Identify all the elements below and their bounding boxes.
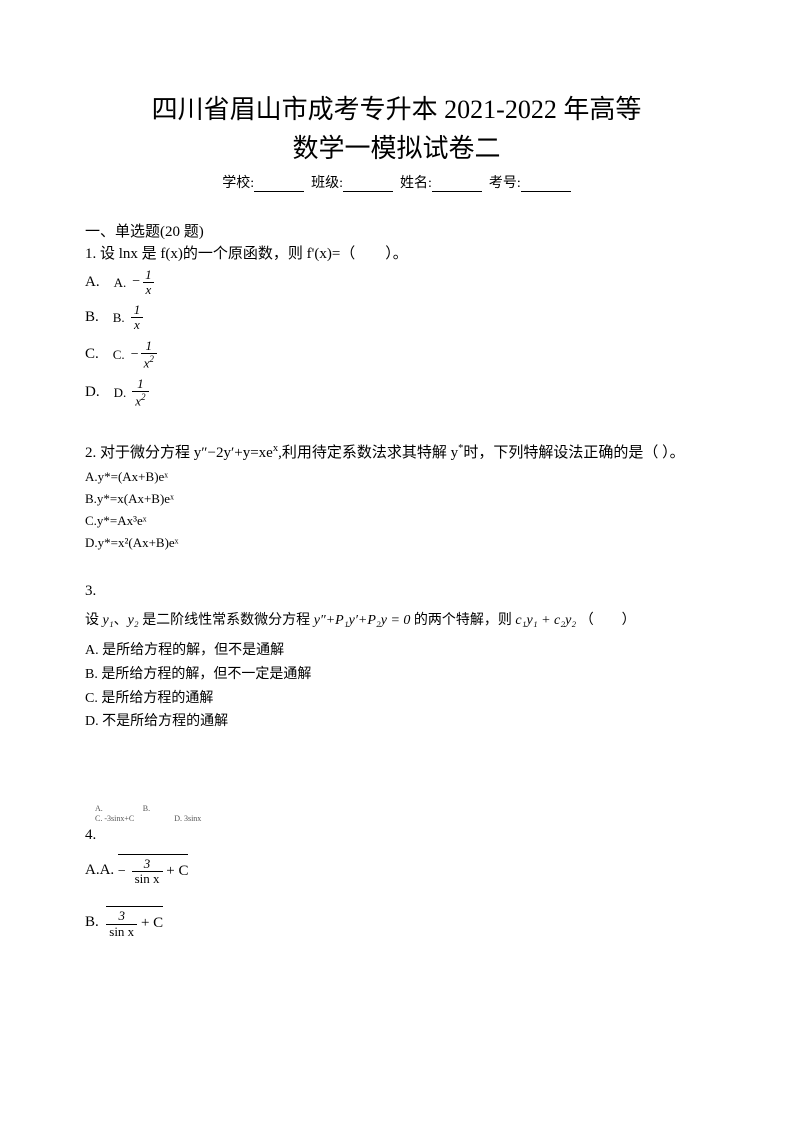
section-1-heading: 一、单选题(20 题) xyxy=(85,220,708,241)
q1-a-sign: − xyxy=(132,275,140,289)
q1-b-inner: B. xyxy=(113,311,125,324)
q4-aa-expr: − 3 sin x + C xyxy=(118,854,189,887)
q1-c-outer: C. xyxy=(85,347,99,362)
q1-d-outer: D. xyxy=(85,385,100,400)
q1-d-inner: D. xyxy=(114,386,127,399)
q4-tiny-c: C. -3sinx+C xyxy=(95,814,134,824)
q1-a-fraction: 1 x xyxy=(142,268,155,298)
q3-option-d: D. 不是所给方程的通解 xyxy=(85,710,708,734)
q4-b-label: B. xyxy=(85,914,99,931)
school-label: 学校: xyxy=(222,176,254,191)
q2-option-d: D.y*=x²(Ax+B)eˣ xyxy=(85,532,708,554)
class-blank[interactable] xyxy=(343,176,393,192)
q3-text: 设 y₁、y₂ 是二阶线性常系数微分方程 y″+P₁y′+P₂y = 0 的两个… xyxy=(85,609,708,629)
q4-aa-label: A.A. xyxy=(85,862,114,879)
q3-option-b: B. 是所给方程的解，但不一定是通解 xyxy=(85,663,708,687)
q4-number: 4. xyxy=(85,827,708,844)
title-line-1: 四川省眉山市成考专升本 2021-2022 年高等 xyxy=(152,95,642,124)
q1-b-outer: B. xyxy=(85,310,99,325)
q3-option-c: C. 是所给方程的通解 xyxy=(85,687,708,711)
q4-tiny-b: B. xyxy=(143,804,150,814)
name-blank[interactable] xyxy=(432,176,482,192)
q3-option-a: A. 是所给方程的解，但不是通解 xyxy=(85,639,708,663)
q4-option-aa: A.A. − 3 sin x + C xyxy=(85,854,708,887)
q1-c-inner: C. xyxy=(113,348,125,361)
q3-options: A. 是所给方程的解，但不是通解 B. 是所给方程的解，但不一定是通解 C. 是… xyxy=(85,639,708,734)
q1-d-fraction: 1 x2 xyxy=(132,377,148,409)
q1-text: 1. 设 lnx 是 f(x)的一个原函数，则 f'(x)=（ ）。 xyxy=(85,243,708,266)
examno-blank[interactable] xyxy=(521,176,571,192)
q3-number: 3. xyxy=(85,580,708,603)
q2-text: 2. 对于微分方程 y″−2y′+y=xex,利用待定系数法求其特解 y*时，下… xyxy=(85,441,708,465)
q1-option-c: C. C. − 1 x2 xyxy=(85,339,708,371)
page-title: 四川省眉山市成考专升本 2021-2022 年高等 数学一模拟试卷二 xyxy=(85,90,708,168)
q1-c-sign: − xyxy=(131,348,139,362)
school-blank[interactable] xyxy=(254,176,304,192)
examno-label: 考号: xyxy=(489,176,521,191)
q2-options: A.y*=(Ax+B)eˣ B.y*=x(Ax+B)eˣ C.y*=Ax³eˣ … xyxy=(85,466,708,554)
class-label: 班级: xyxy=(311,176,343,191)
q1-option-b: B. B. 1 x xyxy=(85,303,708,333)
q1-a-inner: A. xyxy=(114,276,127,289)
student-info-line: 学校: 班级: 姓名: 考号: xyxy=(85,172,708,192)
q2-option-a: A.y*=(Ax+B)eˣ xyxy=(85,466,708,488)
q2-option-b: B.y*=x(Ax+B)eˣ xyxy=(85,488,708,510)
q1-option-a: A. A. − 1 x xyxy=(85,268,708,298)
q4-tiny-d: D. 3sinx xyxy=(174,814,201,824)
q4-b-expr: 3 sin x + C xyxy=(106,906,163,939)
name-label: 姓名: xyxy=(400,176,432,191)
q1-a-outer: A. xyxy=(85,275,100,290)
title-line-2: 数学一模拟试卷二 xyxy=(292,134,500,163)
q4-tiny-a: A. xyxy=(95,804,103,814)
q1-c-fraction: 1 x2 xyxy=(141,339,157,371)
q1-b-fraction: 1 x xyxy=(131,303,144,333)
q4-tiny-block: A. B. C. -3sinx+C D. 3sinx xyxy=(95,804,708,825)
q2-option-c: C.y*=Ax³eˣ xyxy=(85,510,708,532)
q4-option-b: B. 3 sin x + C xyxy=(85,906,708,939)
q1-option-d: D. D. 1 x2 xyxy=(85,377,708,409)
